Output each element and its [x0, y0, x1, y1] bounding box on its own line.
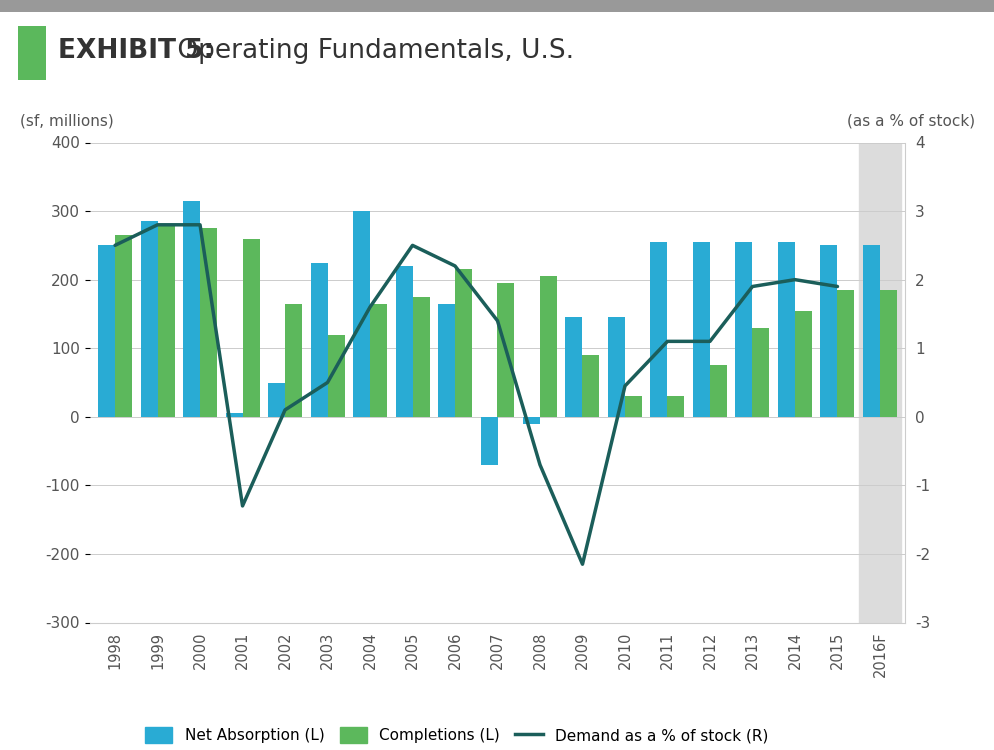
Bar [18, 26, 46, 80]
Bar [794, 310, 811, 417]
Bar [310, 262, 327, 417]
Bar [820, 245, 837, 417]
Bar [879, 290, 896, 417]
Bar [523, 417, 540, 424]
Bar [157, 225, 174, 417]
Bar [607, 317, 624, 417]
Bar [267, 382, 284, 417]
Bar [837, 290, 854, 417]
Legend: Net Absorption (L), Completions (L), Demand as a % of stock (R): Net Absorption (L), Completions (L), Dem… [138, 721, 774, 749]
Bar [284, 304, 302, 417]
Bar [862, 245, 879, 417]
Bar [497, 283, 514, 417]
Bar [540, 276, 557, 417]
Bar [98, 245, 115, 417]
Bar [353, 211, 370, 417]
Bar [692, 242, 710, 417]
Bar [115, 235, 132, 417]
Bar [667, 396, 684, 417]
Text: (as a % of stock): (as a % of stock) [846, 114, 974, 129]
Bar [480, 417, 497, 465]
Bar [395, 266, 413, 417]
Bar [565, 317, 581, 417]
Bar [454, 269, 471, 417]
Bar [226, 413, 243, 417]
Bar [735, 242, 751, 417]
Bar [751, 328, 768, 417]
Bar [243, 238, 259, 417]
Bar [624, 396, 641, 417]
Bar [370, 304, 387, 417]
Bar [650, 242, 667, 417]
Bar [140, 221, 157, 417]
Bar [413, 297, 429, 417]
Bar [858, 142, 901, 622]
Bar [437, 304, 454, 417]
Bar [777, 242, 794, 417]
Bar [710, 365, 727, 417]
Text: EXHIBIT 5:: EXHIBIT 5: [58, 38, 214, 64]
Bar [200, 228, 217, 417]
Text: (sf, millions): (sf, millions) [20, 114, 114, 129]
Bar [0, 0, 994, 12]
Text: Operating Fundamentals, U.S.: Operating Fundamentals, U.S. [169, 38, 574, 64]
Bar [183, 201, 200, 417]
Bar [581, 355, 598, 417]
Bar [327, 334, 344, 417]
